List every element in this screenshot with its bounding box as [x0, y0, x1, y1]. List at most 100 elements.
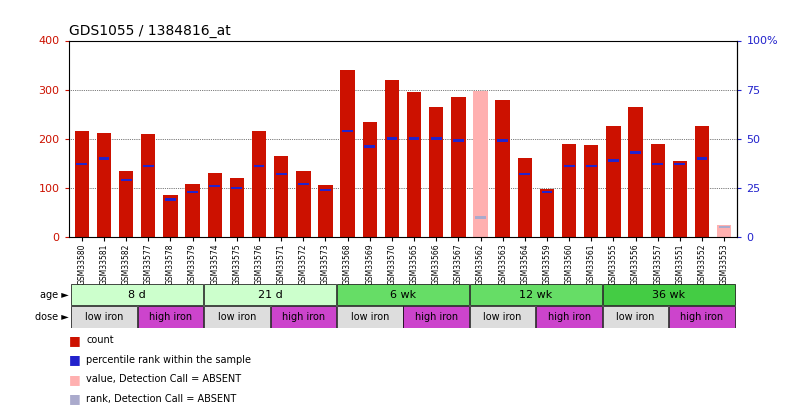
Bar	[165, 198, 176, 201]
Bar	[650, 144, 665, 237]
Bar	[673, 161, 687, 237]
Text: low iron: low iron	[218, 312, 256, 322]
Bar	[387, 137, 397, 140]
Bar	[98, 157, 110, 160]
Text: count: count	[86, 335, 114, 345]
Bar	[337, 284, 469, 305]
Bar	[496, 100, 510, 237]
Bar	[603, 306, 668, 328]
Bar	[608, 159, 619, 162]
Bar	[407, 92, 422, 237]
Bar	[298, 183, 309, 185]
Bar	[337, 306, 402, 328]
Text: 36 wk: 36 wk	[652, 290, 685, 300]
Bar	[536, 306, 602, 328]
Text: low iron: low iron	[484, 312, 521, 322]
Bar	[652, 163, 663, 166]
Bar	[121, 179, 131, 181]
Bar	[251, 131, 266, 237]
Bar	[204, 284, 336, 305]
Text: ■: ■	[69, 392, 81, 405]
Bar	[276, 173, 287, 175]
Text: value, Detection Call = ABSENT: value, Detection Call = ABSENT	[86, 374, 241, 384]
Bar	[696, 157, 708, 160]
Bar	[296, 171, 310, 237]
Bar	[519, 173, 530, 175]
Bar	[119, 171, 133, 237]
Bar	[517, 158, 532, 237]
Text: ■: ■	[69, 353, 81, 366]
Bar	[143, 165, 154, 167]
Text: low iron: low iron	[617, 312, 654, 322]
Bar	[204, 306, 270, 328]
Bar	[138, 306, 203, 328]
Bar	[363, 122, 377, 237]
Bar	[271, 306, 336, 328]
Bar	[207, 173, 222, 237]
Text: 21 d: 21 d	[258, 290, 282, 300]
Bar	[318, 185, 333, 237]
Bar	[475, 216, 486, 219]
Text: 8 d: 8 d	[128, 290, 146, 300]
Bar	[343, 130, 353, 132]
Bar	[473, 91, 488, 237]
Bar	[71, 284, 203, 305]
Text: age ►: age ►	[39, 290, 69, 300]
Bar	[675, 163, 685, 166]
Bar	[254, 165, 264, 167]
Bar	[470, 284, 602, 305]
Bar	[320, 189, 331, 191]
Bar	[584, 145, 599, 237]
Text: high iron: high iron	[680, 312, 724, 322]
Bar	[163, 195, 177, 237]
Bar	[719, 226, 729, 228]
Text: high iron: high iron	[547, 312, 591, 322]
Bar	[187, 190, 198, 193]
Text: high iron: high iron	[414, 312, 458, 322]
Bar	[669, 306, 735, 328]
Bar	[77, 163, 87, 166]
Bar	[75, 131, 89, 237]
Bar	[606, 126, 621, 237]
Bar	[453, 139, 463, 142]
Bar	[71, 306, 137, 328]
Text: 6 wk: 6 wk	[390, 290, 416, 300]
Bar	[497, 139, 508, 142]
Text: dose ►: dose ►	[35, 312, 69, 322]
Bar	[429, 107, 443, 237]
Bar	[563, 165, 575, 167]
Bar	[630, 151, 641, 153]
Text: GDS1055 / 1384816_at: GDS1055 / 1384816_at	[69, 24, 231, 38]
Bar	[470, 306, 535, 328]
Text: low iron: low iron	[85, 312, 123, 322]
Bar	[603, 284, 735, 305]
Bar	[586, 165, 596, 167]
Text: low iron: low iron	[351, 312, 389, 322]
Bar	[185, 184, 200, 237]
Text: percentile rank within the sample: percentile rank within the sample	[86, 355, 251, 364]
Bar	[274, 156, 289, 237]
Bar	[409, 137, 419, 140]
Bar	[210, 185, 220, 187]
Text: high iron: high iron	[149, 312, 192, 322]
Bar	[364, 145, 375, 148]
Text: ■: ■	[69, 334, 81, 347]
Bar	[141, 134, 156, 237]
Bar	[695, 126, 709, 237]
Text: high iron: high iron	[282, 312, 325, 322]
Bar	[451, 97, 466, 237]
Text: rank, Detection Call = ABSENT: rank, Detection Call = ABSENT	[86, 394, 236, 403]
Bar	[562, 144, 576, 237]
Bar	[629, 107, 643, 237]
Bar	[542, 190, 552, 193]
Bar	[540, 189, 555, 237]
Bar	[404, 306, 469, 328]
Text: ■: ■	[69, 373, 81, 386]
Bar	[231, 187, 243, 189]
Bar	[97, 133, 111, 237]
Text: 12 wk: 12 wk	[519, 290, 553, 300]
Bar	[431, 137, 442, 140]
Bar	[230, 178, 244, 237]
Bar	[340, 70, 355, 237]
Bar	[384, 80, 399, 237]
